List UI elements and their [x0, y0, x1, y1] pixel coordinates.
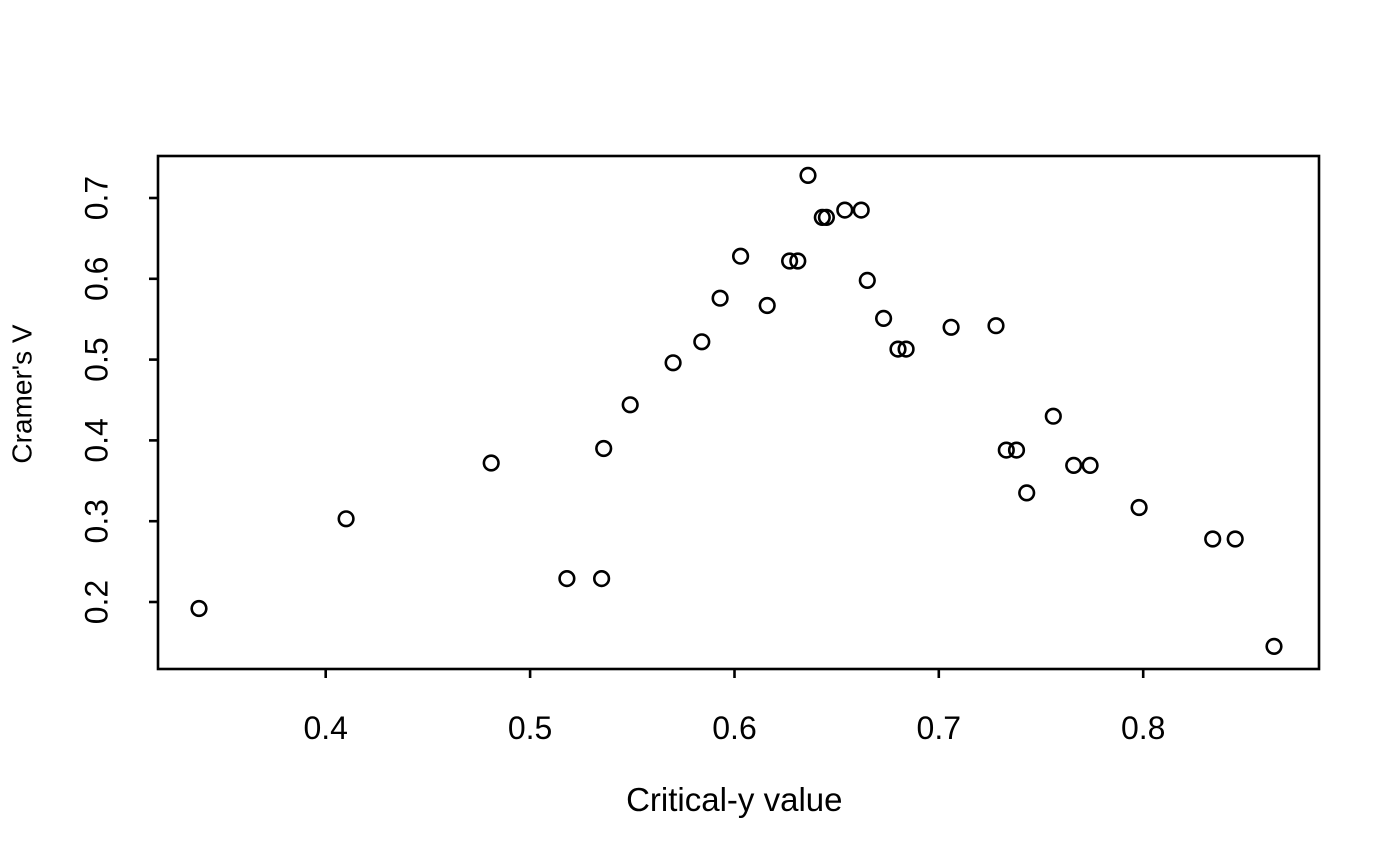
- svg-text:0.4: 0.4: [78, 418, 114, 462]
- svg-text:0.4: 0.4: [303, 710, 347, 746]
- svg-text:0.8: 0.8: [1121, 710, 1165, 746]
- svg-text:0.2: 0.2: [78, 580, 114, 624]
- svg-text:0.6: 0.6: [712, 710, 756, 746]
- svg-text:0.3: 0.3: [78, 499, 114, 543]
- svg-text:0.7: 0.7: [917, 710, 961, 746]
- svg-text:0.6: 0.6: [78, 257, 114, 301]
- svg-text:0.5: 0.5: [78, 337, 114, 381]
- svg-text:Critical-y value: Critical-y value: [626, 781, 842, 818]
- svg-text:Cramer's V: Cramer's V: [6, 324, 37, 463]
- svg-text:0.5: 0.5: [508, 710, 552, 746]
- svg-text:0.7: 0.7: [78, 176, 114, 220]
